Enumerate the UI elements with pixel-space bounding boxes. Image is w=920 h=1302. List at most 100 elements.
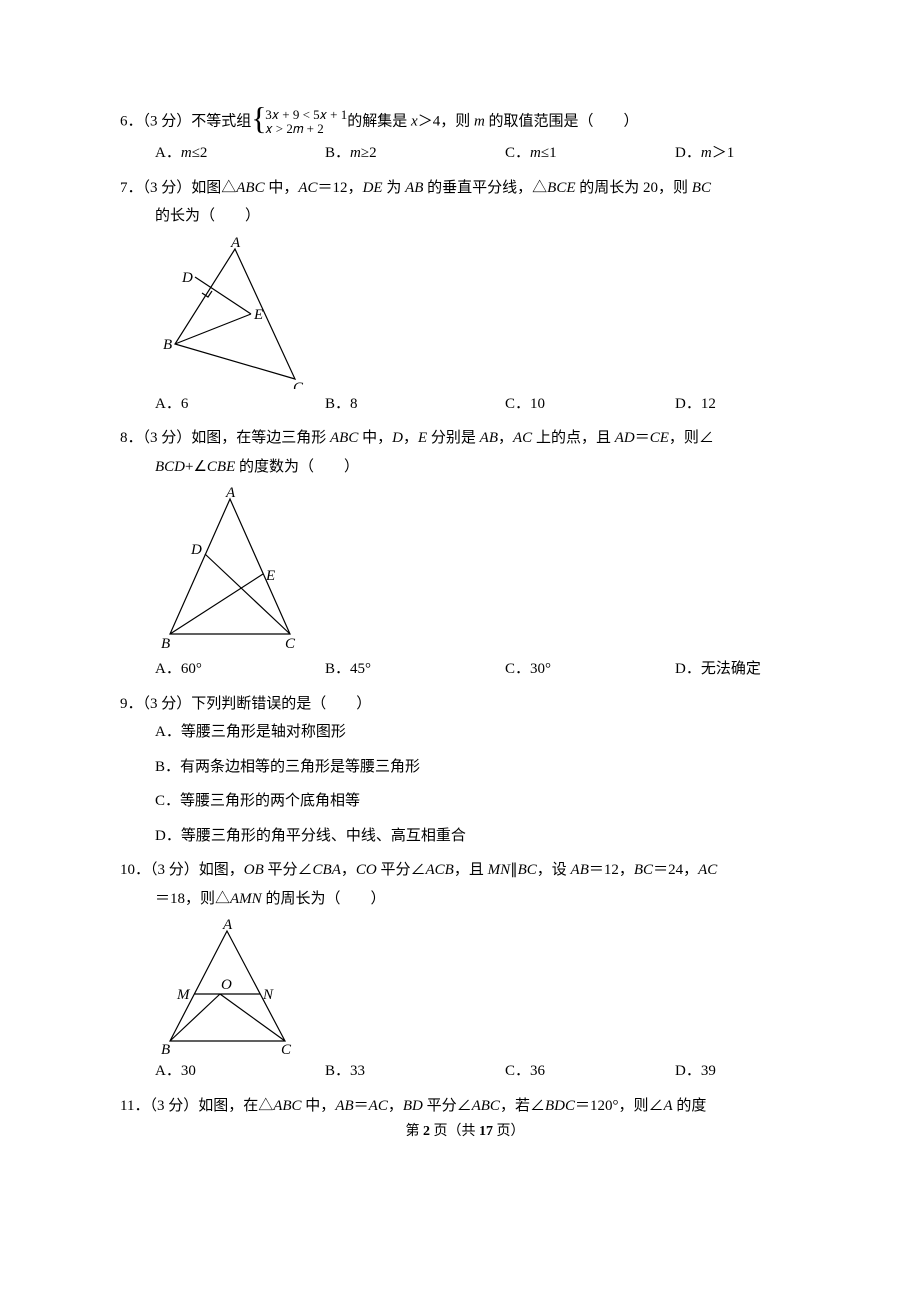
q6-sys-line1: 3𝑥 + 9 < 5𝑥 + 1 (265, 107, 347, 122)
q10-optD: D．39 (675, 1060, 716, 1083)
t: BC (692, 180, 711, 196)
t: ＝24， (653, 862, 698, 878)
t: AB (571, 862, 589, 878)
t: ， (403, 430, 418, 446)
q6-optA: A．m≤2 (155, 142, 325, 165)
t: MN (488, 862, 511, 878)
exam-page: 6．（3 分）不等式组3𝑥 + 9 < 5𝑥 + 1𝑥 > 2𝑚 + 2的解集是… (0, 0, 920, 1162)
q6-optC: C．m≤1 (505, 142, 675, 165)
optD-rest: ＞1 (712, 145, 735, 161)
q10-figure: A B C M N O (120, 916, 810, 1056)
q7-line2: 的长为（ ） (120, 205, 810, 228)
q10-options: A．30 B．33 C．36 D．39 (120, 1060, 810, 1083)
optC-rest: ≤1 (541, 145, 557, 161)
lblA: A (230, 235, 241, 251)
t: ，则∠ (669, 430, 714, 446)
lblB: B (163, 337, 172, 353)
optD-pre: D． (675, 145, 701, 161)
t: ，且 (454, 862, 488, 878)
q9-optD: D．等腰三角形的角平分线、中线、高互相重合 (155, 825, 810, 848)
question-7: 7．（3 分）如图△ABC 中，AC＝12，DE 为 AB 的垂直平分线，△BC… (120, 177, 810, 416)
t: BDC (545, 1098, 575, 1114)
optC-pre: C． (505, 145, 530, 161)
q8-stem: 8．（3 分）如图，在等边三角形 ABC 中，D，E 分别是 AB，AC 上的点… (120, 427, 810, 450)
q6-x: x (411, 113, 418, 129)
q8-line2: BCD+∠CBE 的度数为（ ） (120, 456, 810, 479)
q11-stem: 11．（3 分）如图，在△ABC 中，AB＝AC，BD 平分∠ABC，若∠BDC… (120, 1095, 810, 1118)
t: 页） (493, 1124, 525, 1139)
optA-m: m (181, 145, 192, 161)
q9-stem: 9．（3 分）下列判断错误的是（ ） (120, 693, 810, 716)
q10-optA: A．30 (155, 1060, 325, 1083)
equilateral-diagram-icon: A B C D E (155, 484, 310, 654)
q10-optB: B．33 (325, 1060, 505, 1083)
q6-options: A．m≤2 B．m≥2 C．m≤1 D．m＞1 (120, 142, 810, 165)
t: 中， (302, 1098, 336, 1114)
lblM: M (176, 987, 191, 1003)
t: 平分∠ (423, 1098, 472, 1114)
q8-optC: C．30° (505, 658, 675, 681)
t: BC (518, 862, 537, 878)
t: ＝120°，则∠ (575, 1098, 664, 1114)
optD-m: m (701, 145, 712, 161)
t: 11．（3 分）如图，在△ (120, 1098, 273, 1114)
t: ， (341, 862, 356, 878)
t: AMN (230, 891, 262, 907)
triangle-diagram-icon: A B C D E (155, 234, 310, 389)
optA-rest: ≤2 (192, 145, 208, 161)
t: AB (480, 430, 498, 446)
t: 为 (383, 180, 406, 196)
q6-suffix: 的解集是 (347, 113, 411, 129)
t: ∥ (510, 862, 518, 878)
t: D (392, 430, 403, 446)
t: ABC (330, 430, 358, 446)
t: ＝12， (318, 180, 363, 196)
t: 分别是 (427, 430, 480, 446)
t: 8．（3 分）如图，在等边三角形 (120, 430, 330, 446)
q8-optA: A．60° (155, 658, 325, 681)
q7-stem: 7．（3 分）如图△ABC 中，AC＝12，DE 为 AB 的垂直平分线，△BC… (120, 177, 810, 200)
optC-m: m (530, 145, 541, 161)
lblD: D (181, 270, 193, 286)
t: 页（共 (430, 1124, 479, 1139)
t: AD (615, 430, 635, 446)
q10-stem: 10．（3 分）如图，OB 平分∠CBA，CO 平分∠ACB，且 MN∥BC，设… (120, 859, 810, 882)
t: BD (403, 1098, 423, 1114)
question-9: 9．（3 分）下列判断错误的是（ ） A．等腰三角形是轴对称图形 B．有两条边相… (120, 693, 810, 848)
t: ACB (426, 862, 454, 878)
t: AC (369, 1098, 388, 1114)
t: ，设 (537, 862, 571, 878)
question-11: 11．（3 分）如图，在△ABC 中，AB＝AC，BD 平分∠ABC，若∠BDC… (120, 1095, 810, 1118)
t: AB (335, 1098, 353, 1114)
lblB: B (161, 1042, 170, 1056)
q6-after: ＞4，则 (418, 113, 474, 129)
t: ，若∠ (500, 1098, 545, 1114)
t: BC (634, 862, 653, 878)
lblA: A (222, 917, 233, 933)
t: CBA (313, 862, 341, 878)
t: ABC (273, 1098, 301, 1114)
lblB: B (161, 636, 170, 652)
q7-optC: C．10 (505, 393, 675, 416)
q6-end: 的取值范围是（ ） (485, 113, 639, 129)
triangle-incenter-icon: A B C M N O (155, 916, 305, 1056)
lblN: N (262, 987, 274, 1003)
page-footer: 第 2 页（共 17 页） (120, 1121, 810, 1142)
optB-m: m (350, 145, 361, 161)
t: 的垂直平分线，△ (423, 180, 547, 196)
brace-icon: 3𝑥 + 9 < 5𝑥 + 1𝑥 > 2𝑚 + 2 (251, 108, 347, 136)
t: 的周长为 20，则 (576, 180, 692, 196)
t: ABC (236, 180, 264, 196)
t: ， (388, 1098, 403, 1114)
t: 第 (406, 1124, 424, 1139)
t: 7．（3 分）如图△ (120, 180, 236, 196)
page-number: 2 (423, 1124, 430, 1139)
t: ＝12， (589, 862, 634, 878)
q6-stem: 6．（3 分）不等式组3𝑥 + 9 < 5𝑥 + 1𝑥 > 2𝑚 + 2的解集是… (120, 108, 810, 136)
q6-optB: B．m≥2 (325, 142, 505, 165)
q9-optA: A．等腰三角形是轴对称图形 (155, 721, 810, 744)
q8-optB: B．45° (325, 658, 505, 681)
t: CBE (207, 459, 235, 475)
t: ABC (472, 1098, 500, 1114)
q8-options: A．60° B．45° C．30° D．无法确定 (120, 658, 810, 681)
